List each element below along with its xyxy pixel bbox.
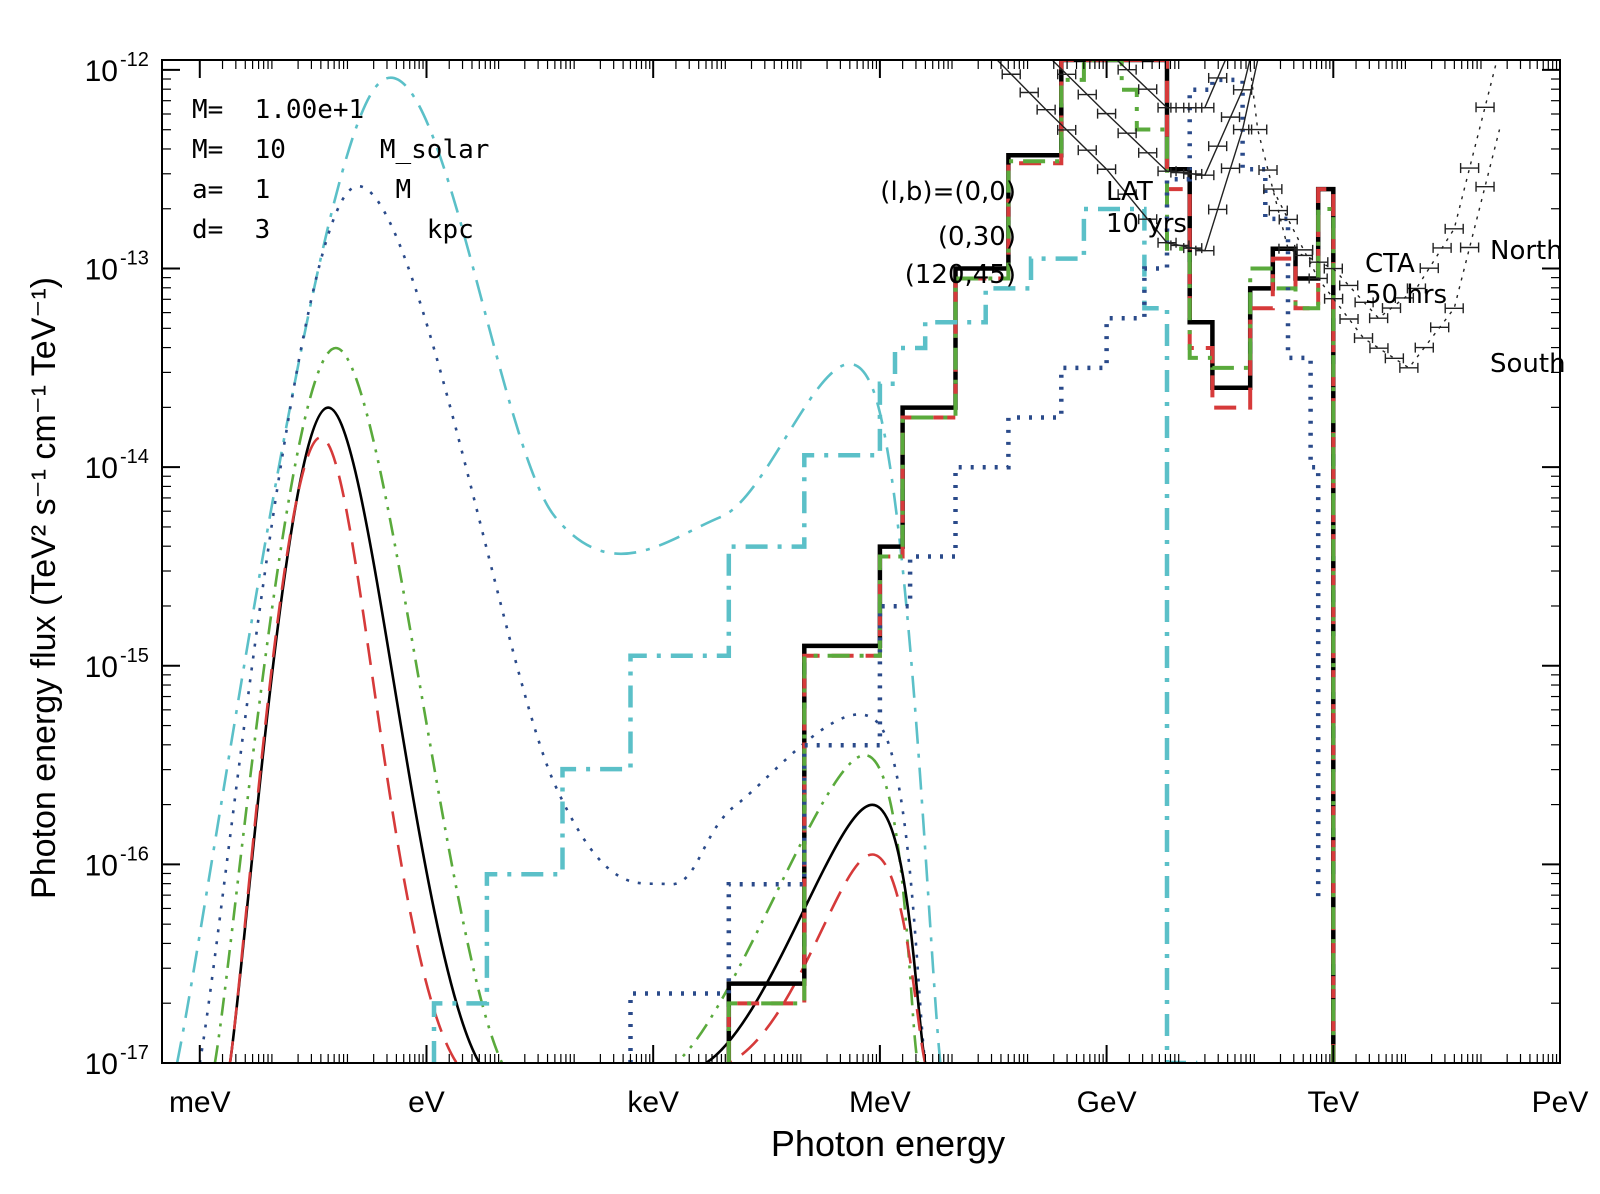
step-series-2 (726, 60, 1336, 1063)
x-tick-label-pev: PeV (1532, 1086, 1589, 1119)
cta-hours-label: 50 hrs (1365, 280, 1447, 310)
y-tick-exponent: -14 (120, 446, 149, 468)
plot-frame (161, 59, 1561, 1064)
cta-sensitivity-curve-1 (1248, 60, 1498, 320)
step-series-1 (726, 60, 1336, 1063)
lat-years-label: 10 yrs (1106, 209, 1187, 239)
x-tick-label-kev: keV (627, 1086, 679, 1119)
lat-sensitivity-error-bars-1 (1117, 64, 1228, 113)
y-tick-exponent: -13 (120, 248, 149, 270)
param-line-4: d= 3 kpc (192, 215, 474, 245)
param-line-3: a= 1 M (192, 175, 411, 205)
lat-sensitivity-curve-1 (1115, 60, 1227, 109)
lat-position-label-1: (l,b)=(0,0) (880, 177, 1016, 207)
y-tick-exponent: -12 (120, 49, 149, 71)
minor-ticks (162, 60, 1560, 1064)
x-tick-label-mev: meV (169, 1086, 231, 1119)
axes-layer: meVeVkeVMeVGeVTeVPeV10-1110-1210-1310-14… (25, 49, 1589, 1164)
y-tick-label: 10 (85, 849, 118, 882)
y-tick-exponent: -16 (120, 843, 149, 865)
y-tick-label: 10 (85, 55, 118, 88)
x-tick-label-ev: eV (408, 1086, 445, 1119)
x-tick-label-gev: GeV (1077, 1086, 1137, 1119)
plot-area (175, 60, 1501, 1063)
cta-south-label: South (1490, 349, 1566, 379)
y-tick-exponent: -17 (120, 1042, 149, 1064)
lat-title-label: LAT (1106, 177, 1153, 207)
annotation-layer: M= 1.00e+1 M= 10 M_solar a= 1 M d= 3 kpc… (192, 95, 1566, 379)
y-tick-label: 10 (85, 1048, 118, 1081)
x-axis-title: Photon energy (771, 1123, 1005, 1164)
lat-position-label-2: (0,30) (938, 222, 1016, 252)
step-series-3 (726, 60, 1336, 1063)
smooth-curve-4 (228, 406, 927, 1063)
lat-position-label-3: (120,45) (905, 260, 1016, 290)
y-tick-label: 10 (85, 452, 118, 485)
param-line-2: M= 10 M_solar (192, 135, 489, 165)
y-tick-exponent: -15 (120, 645, 149, 667)
step-series-5 (628, 77, 1321, 1063)
y-axis-title: Photon energy flux (TeV² s⁻¹ cm⁻¹ TeV⁻¹) (25, 277, 63, 899)
lat-sensitivity-curve-2 (1051, 60, 1251, 176)
smooth-curve-1 (175, 76, 942, 1063)
smooth-curve-3 (213, 346, 919, 1063)
y-tick-label: 10 (85, 651, 118, 684)
param-line-1: M= 1.00e+1 (192, 95, 364, 125)
lat-sensitivity-error-bars-2 (1056, 69, 1253, 181)
step-series-4 (431, 206, 1198, 1063)
cta-title-label: CTA (1365, 249, 1415, 279)
x-tick-label-mev: MeV (849, 1086, 911, 1119)
y-tick-label: 10 (85, 254, 118, 287)
cta-sensitivity-error-bars-1 (1248, 102, 1495, 324)
plot-layer (175, 60, 1501, 1063)
smooth-curve-5 (228, 436, 927, 1063)
cta-sensitivity-curve-2 (1272, 129, 1501, 369)
cta-north-label: North (1490, 236, 1563, 266)
x-tick-label-tev: TeV (1307, 1086, 1359, 1119)
cta-sensitivity-error-bars-2 (1263, 181, 1495, 373)
